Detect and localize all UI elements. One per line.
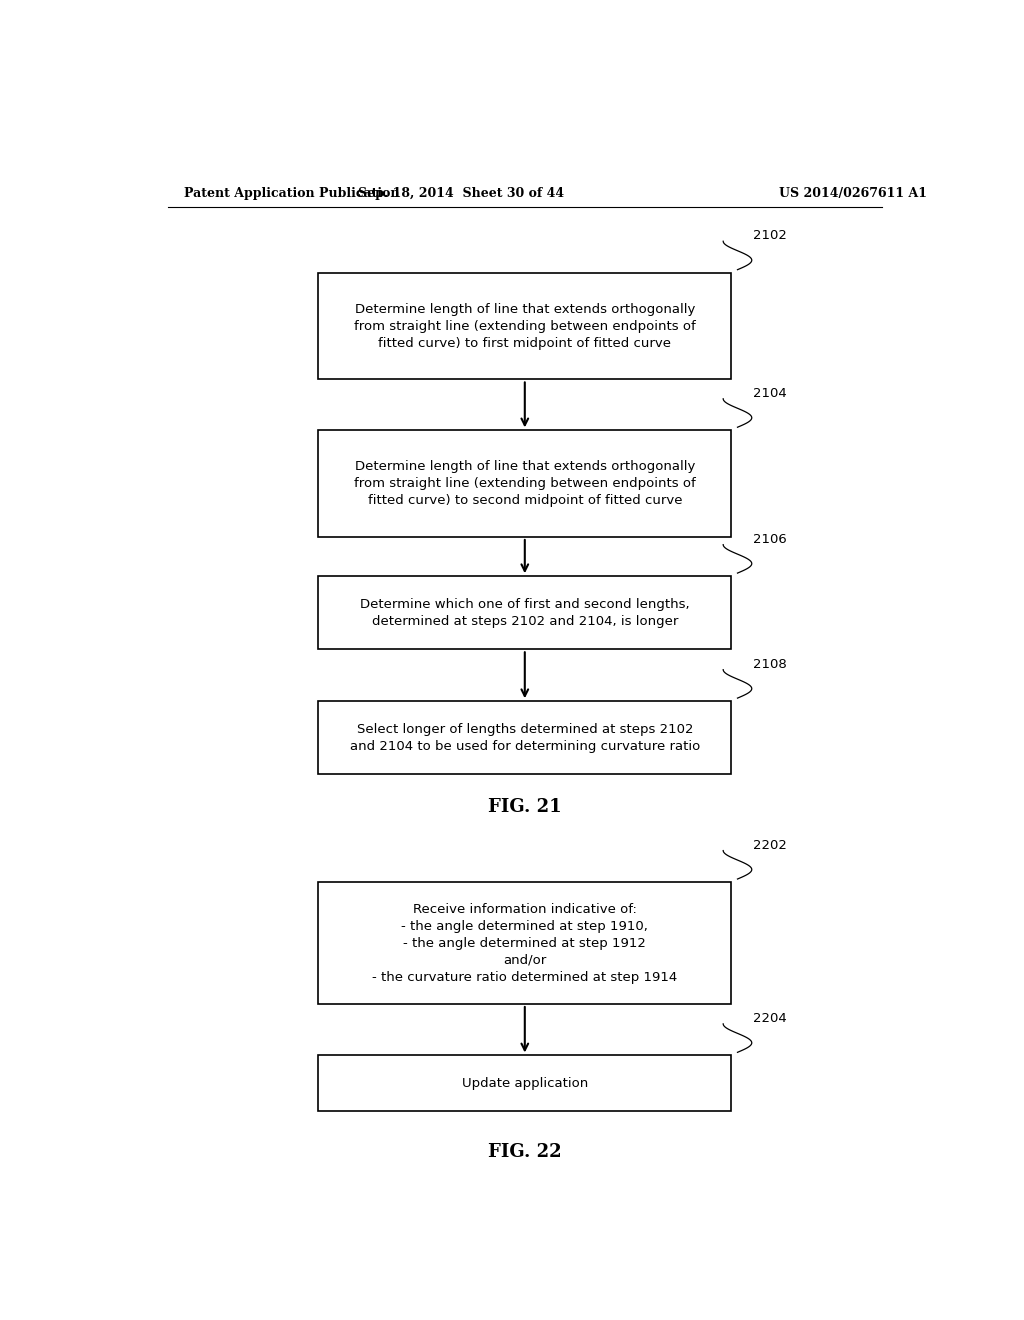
FancyBboxPatch shape (318, 882, 731, 1005)
Text: 2108: 2108 (754, 657, 787, 671)
Text: Patent Application Publication: Patent Application Publication (183, 187, 399, 201)
Text: Determine which one of first and second lengths,
determined at steps 2102 and 21: Determine which one of first and second … (360, 598, 689, 628)
Text: Determine length of line that extends orthogonally
from straight line (extending: Determine length of line that extends or… (354, 461, 695, 507)
Text: Sep. 18, 2014  Sheet 30 of 44: Sep. 18, 2014 Sheet 30 of 44 (358, 187, 564, 201)
FancyBboxPatch shape (318, 273, 731, 379)
Text: FIG. 22: FIG. 22 (488, 1143, 561, 1162)
Text: Determine length of line that extends orthogonally
from straight line (extending: Determine length of line that extends or… (354, 302, 695, 350)
Text: Receive information indicative of:
- the angle determined at step 1910,
- the an: Receive information indicative of: - the… (372, 903, 678, 983)
Text: 2106: 2106 (754, 533, 787, 545)
Text: 2102: 2102 (754, 230, 787, 243)
FancyBboxPatch shape (318, 701, 731, 775)
FancyBboxPatch shape (318, 1056, 731, 1111)
FancyBboxPatch shape (318, 430, 731, 537)
Text: 2104: 2104 (754, 387, 787, 400)
Text: 2202: 2202 (754, 838, 787, 851)
Text: US 2014/0267611 A1: US 2014/0267611 A1 (778, 187, 927, 201)
Text: Update application: Update application (462, 1077, 588, 1090)
Text: FIG. 21: FIG. 21 (488, 797, 561, 816)
Text: 2204: 2204 (754, 1012, 787, 1024)
FancyBboxPatch shape (318, 576, 731, 649)
Text: Select longer of lengths determined at steps 2102
and 2104 to be used for determ: Select longer of lengths determined at s… (349, 723, 700, 752)
